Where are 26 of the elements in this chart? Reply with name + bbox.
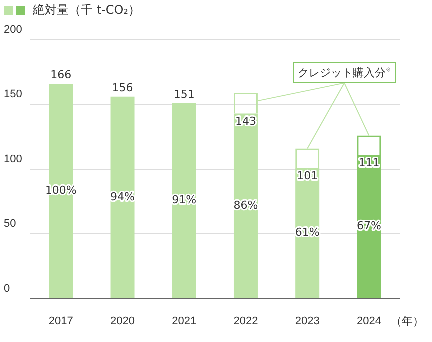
- x-tick-label: 2023: [295, 315, 320, 328]
- data-label: 156: [112, 81, 134, 94]
- annotation: 67%: [356, 220, 382, 233]
- y-tick-label: 100: [4, 153, 22, 166]
- annotation: 94%: [110, 190, 135, 204]
- x-axis-title: （年）: [391, 314, 424, 328]
- legend-label: 絶対量（千 t-CO₂）: [33, 2, 140, 19]
- data-label: 111: [358, 156, 380, 170]
- data-label: 143: [235, 115, 256, 128]
- data-label: 151: [174, 88, 195, 101]
- data-label: 166: [50, 68, 72, 82]
- y-tick-label: 50: [4, 218, 16, 230]
- y-tick-label: 200: [4, 24, 22, 36]
- annotation: クレジット購入分$^{※}$: [293, 62, 396, 84]
- annotation: 61%: [295, 226, 320, 240]
- x-tick-label: 2017: [48, 315, 74, 328]
- annotation: 100%: [45, 184, 77, 198]
- annotation: 86%: [234, 198, 258, 212]
- annotation: 91%: [172, 194, 197, 207]
- y-tick-label: 0: [4, 282, 10, 295]
- x-tick-label: 2022: [234, 315, 258, 328]
- data-label: 101: [297, 169, 318, 182]
- x-tick-label: 2021: [172, 315, 197, 328]
- x-tick-label: 2024: [356, 315, 382, 328]
- y-tick-label: 150: [4, 88, 22, 101]
- x-tick-label: 2020: [110, 315, 136, 328]
